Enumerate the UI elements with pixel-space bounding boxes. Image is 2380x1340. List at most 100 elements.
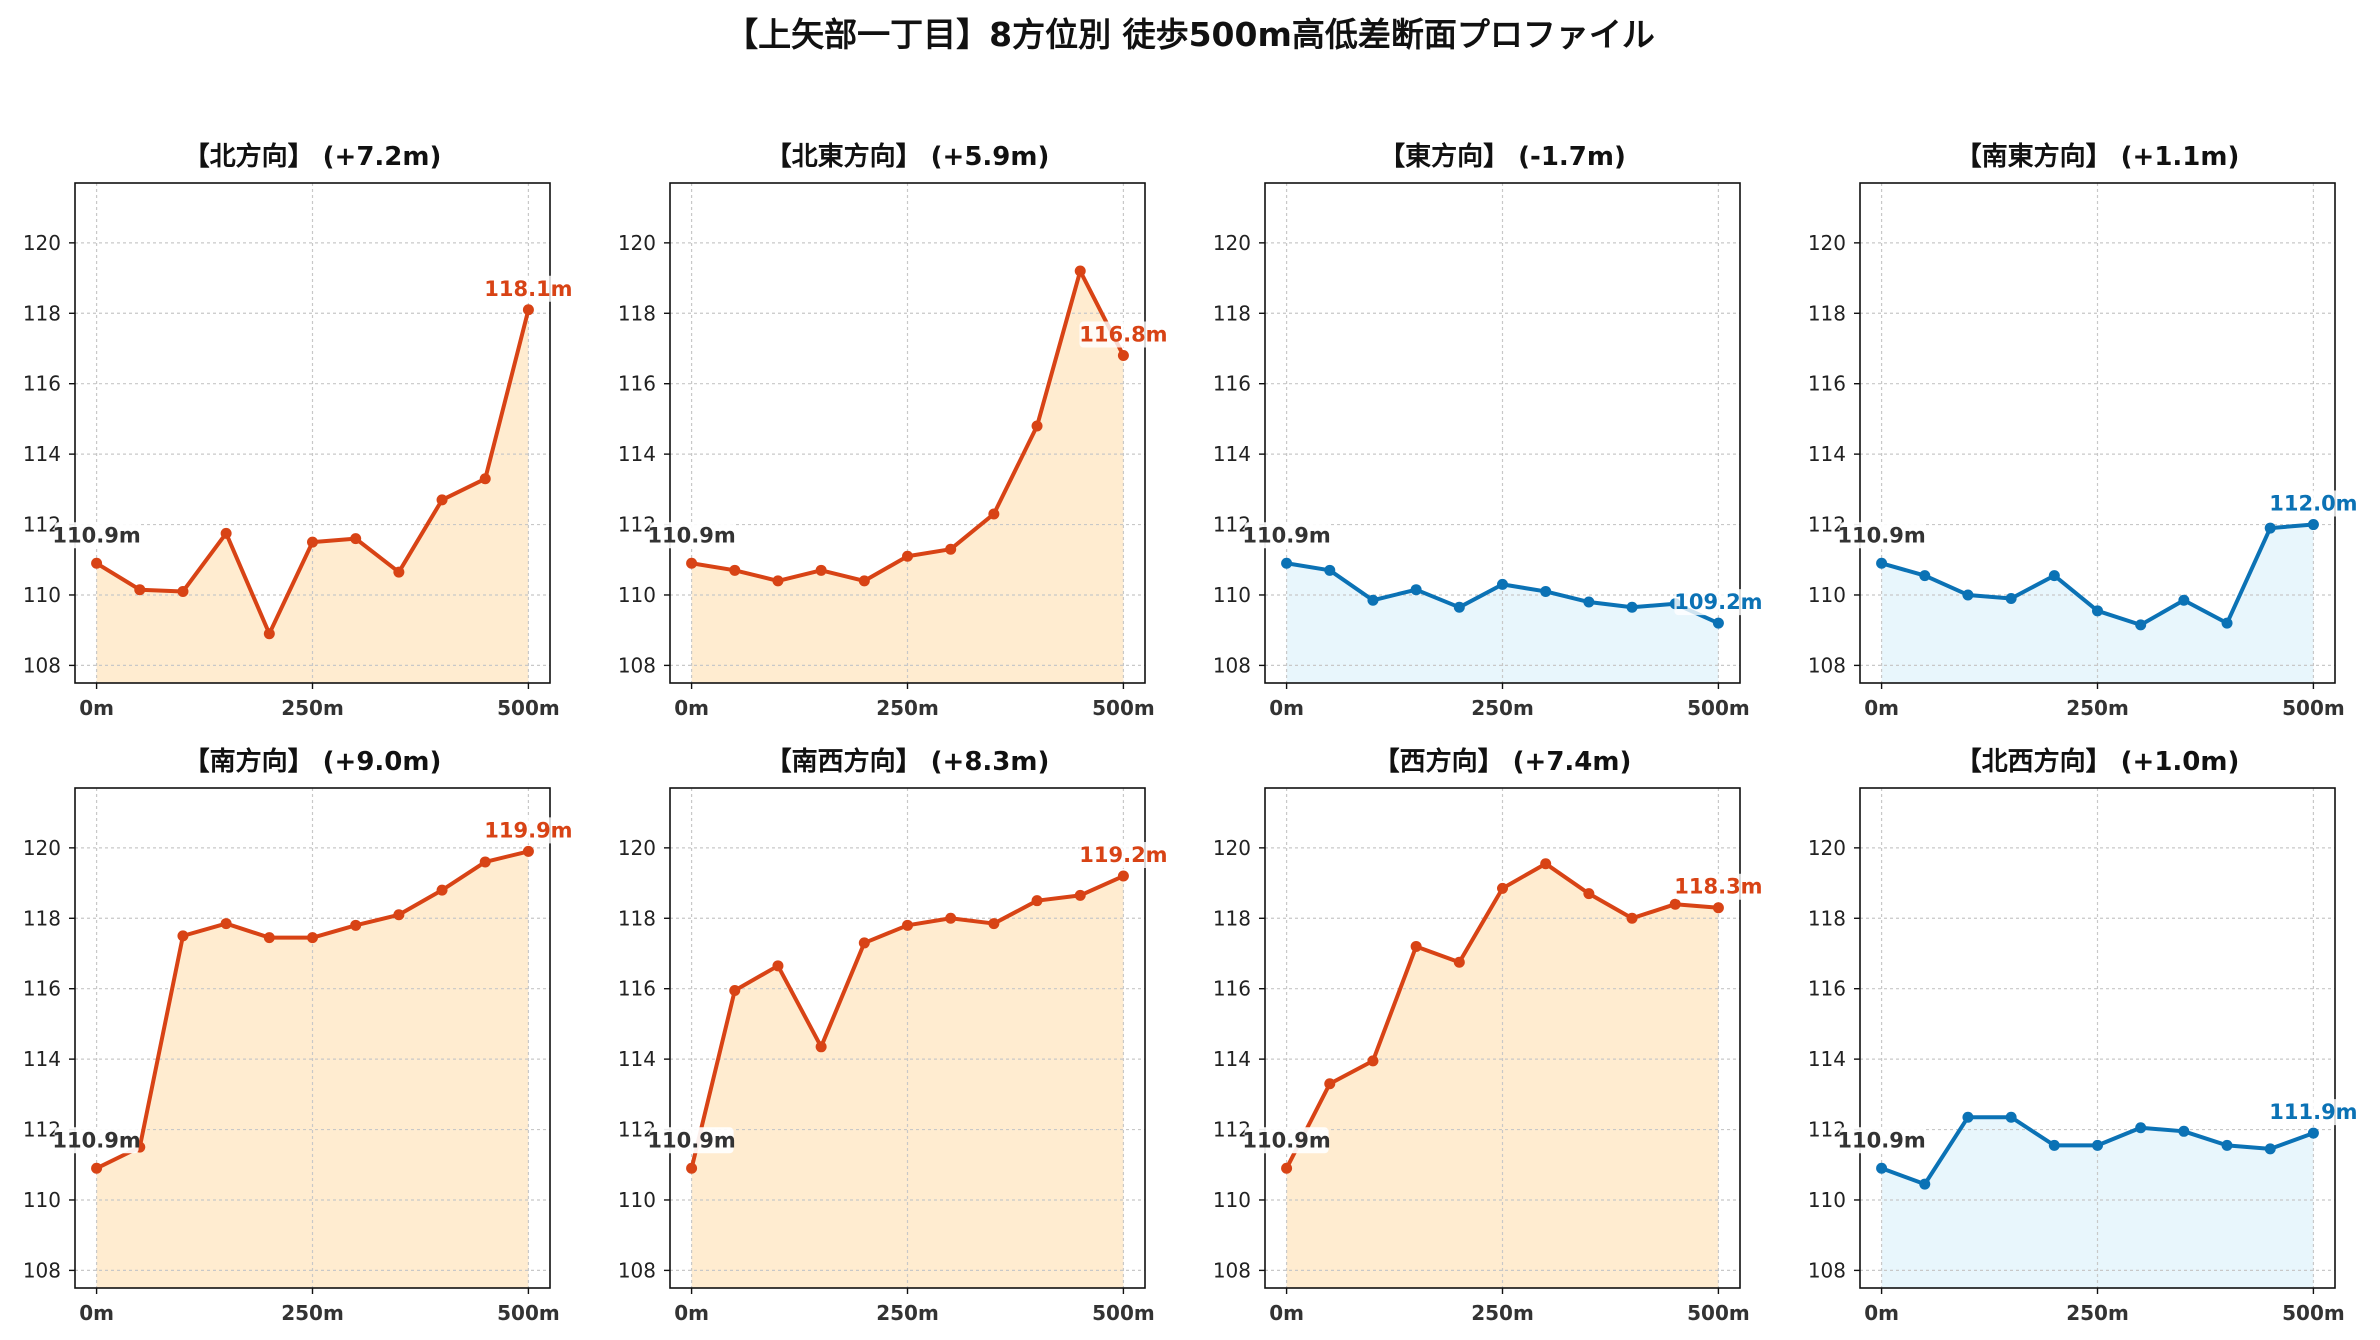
- y-tick-label: 120: [23, 836, 61, 860]
- panel-title: 【北方向】 (+7.2m): [184, 141, 442, 172]
- start-label-box: [1244, 522, 1329, 549]
- x-tick-label: 0m: [674, 1301, 709, 1325]
- data-point: [522, 845, 534, 857]
- data-point: [902, 550, 913, 562]
- end-label: 119.9m: [484, 818, 572, 842]
- data-point: [1583, 888, 1595, 900]
- data-point: [263, 932, 275, 944]
- data-point: [1497, 578, 1508, 590]
- y-tick-label: 118: [618, 301, 656, 325]
- area-fill: [691, 271, 1124, 683]
- x-tick-label: 500m: [497, 1301, 560, 1325]
- y-tick-label: 120: [618, 231, 656, 255]
- data-point: [729, 564, 741, 576]
- data-point: [1962, 1111, 1974, 1123]
- x-tick-label: 250m: [1471, 696, 1534, 720]
- end-label: 116.8m: [1079, 323, 1167, 347]
- data-point: [988, 918, 1000, 930]
- y-tick-label: 110: [618, 1188, 656, 1212]
- data-point: [1876, 557, 1888, 569]
- data-point: [177, 585, 189, 597]
- start-label: 110.9m: [647, 523, 735, 547]
- data-point: [2178, 1125, 2190, 1137]
- y-tick-label: 116: [1808, 977, 1846, 1001]
- start-label-box: [1839, 1127, 1924, 1154]
- y-tick-label: 114: [618, 442, 656, 466]
- data-point: [1669, 898, 1681, 910]
- panel-title: 【南西方向】 (+8.3m): [766, 746, 1050, 777]
- y-tick-label: 108: [1808, 1258, 1846, 1282]
- data-point: [2307, 1127, 2319, 1139]
- data-point: [1540, 585, 1552, 597]
- end-label: 112.0m: [2269, 492, 2357, 516]
- y-tick-label: 120: [23, 231, 61, 255]
- data-point: [1626, 601, 1638, 613]
- start-label-box: [649, 522, 734, 549]
- data-point: [436, 884, 448, 896]
- data-point: [1367, 594, 1379, 606]
- data-point: [2005, 592, 2017, 604]
- area-fill: [1881, 524, 2314, 683]
- data-point: [522, 304, 534, 316]
- data-point: [772, 575, 784, 587]
- data-point: [1712, 617, 1724, 629]
- end-label: 111.9m: [2269, 1100, 2357, 1124]
- end-label-box: [484, 275, 573, 302]
- data-point: [729, 984, 741, 996]
- y-tick-label: 116: [618, 977, 656, 1001]
- data-point: [91, 1162, 103, 1174]
- data-point: [1367, 1055, 1379, 1067]
- data-point: [2221, 1139, 2233, 1151]
- data-point: [1919, 1178, 1931, 1190]
- start-label: 110.9m: [1837, 1128, 1925, 1152]
- y-tick-label: 120: [1213, 836, 1251, 860]
- y-tick-label: 118: [1213, 906, 1251, 930]
- y-tick-label: 118: [1213, 301, 1251, 325]
- y-tick-label: 114: [23, 1047, 61, 1071]
- data-point: [2092, 605, 2103, 617]
- data-point: [1410, 584, 1422, 596]
- x-tick-label: 250m: [281, 696, 344, 720]
- area-fill: [96, 851, 529, 1288]
- data-point: [2221, 617, 2233, 629]
- x-tick-label: 500m: [1092, 696, 1155, 720]
- data-point: [2048, 1139, 2060, 1151]
- area-fill: [96, 309, 529, 683]
- data-point: [479, 856, 491, 868]
- y-tick-label: 120: [1808, 231, 1846, 255]
- panel-title: 【北東方向】 (+5.9m): [766, 141, 1050, 172]
- end-label: 109.2m: [1674, 590, 1762, 614]
- data-point: [686, 1162, 698, 1174]
- area-fill: [1286, 863, 1719, 1288]
- data-point: [945, 912, 957, 924]
- data-point: [1626, 912, 1638, 924]
- y-tick-label: 108: [23, 1258, 61, 1282]
- y-tick-label: 116: [1213, 977, 1251, 1001]
- y-tick-label: 110: [23, 1188, 61, 1212]
- data-point: [479, 473, 491, 485]
- start-label: 110.9m: [647, 1128, 735, 1152]
- data-point: [1453, 601, 1465, 613]
- data-point: [134, 584, 146, 596]
- y-tick-label: 120: [1808, 836, 1846, 860]
- y-tick-label: 118: [618, 906, 656, 930]
- x-tick-label: 250m: [876, 1301, 939, 1325]
- end-label: 118.3m: [1674, 875, 1762, 899]
- y-tick-label: 110: [1213, 583, 1251, 607]
- data-point: [1031, 420, 1043, 432]
- data-point: [1324, 564, 1336, 576]
- x-tick-label: 500m: [1687, 1301, 1750, 1325]
- y-tick-label: 116: [1808, 372, 1846, 396]
- data-point: [1031, 895, 1043, 907]
- panel-title: 【南東方向】 (+1.1m): [1956, 141, 2240, 172]
- x-tick-label: 0m: [1864, 1301, 1899, 1325]
- y-tick-label: 116: [23, 977, 61, 1001]
- data-point: [220, 527, 232, 539]
- y-tick-label: 110: [618, 583, 656, 607]
- end-label-box: [1674, 589, 1763, 616]
- data-point: [2264, 522, 2276, 534]
- x-tick-label: 500m: [1687, 696, 1750, 720]
